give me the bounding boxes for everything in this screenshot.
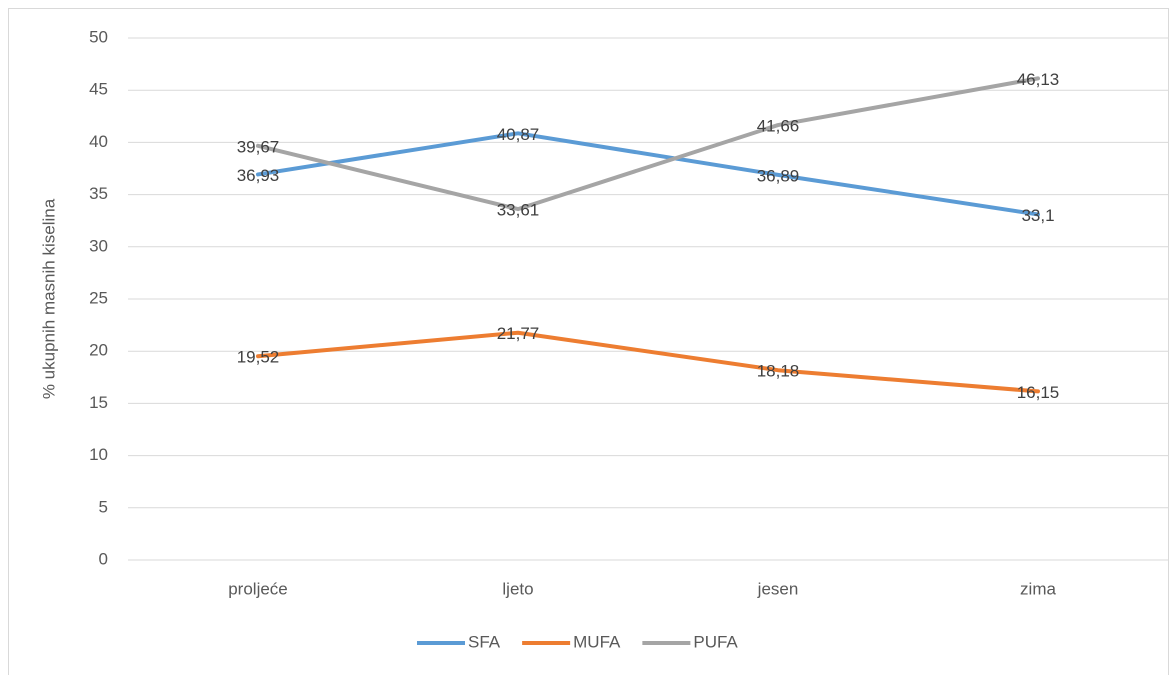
value-label: 33,61	[497, 201, 540, 220]
y-tick-label: 25	[89, 288, 108, 307]
y-tick-label: 15	[89, 393, 108, 412]
x-tick-label: proljeće	[228, 579, 288, 598]
value-label: 36,93	[237, 166, 280, 185]
legend-label: MUFA	[573, 632, 621, 651]
value-label: 39,67	[237, 137, 280, 156]
legend-label: PUFA	[693, 632, 738, 651]
value-label: 16,15	[1017, 383, 1060, 402]
y-tick-label: 40	[89, 132, 108, 151]
y-tick-label: 45	[89, 80, 108, 99]
series-line	[256, 131, 1040, 217]
value-label: 40,87	[497, 125, 540, 144]
y-tick-label: 50	[89, 27, 108, 46]
y-axis-label: % ukupnih masnih kiselina	[39, 198, 58, 399]
value-label: 21,77	[497, 324, 540, 343]
y-tick-label: 20	[89, 341, 108, 360]
series-line	[256, 76, 1040, 212]
value-label: 41,66	[757, 117, 800, 136]
y-tick-label: 35	[89, 184, 108, 203]
value-label: 46,13	[1017, 70, 1060, 89]
value-label: 18,18	[757, 362, 800, 381]
y-tick-label: 0	[99, 549, 108, 568]
series-line	[256, 330, 1040, 394]
x-tick-label: zima	[1020, 579, 1056, 598]
value-label: 19,52	[237, 348, 280, 367]
x-tick-label: jesen	[757, 579, 799, 598]
chart-border	[8, 8, 1169, 675]
y-tick-label: 10	[89, 445, 108, 464]
x-tick-label: ljeto	[502, 579, 533, 598]
value-label: 36,89	[757, 166, 800, 185]
y-tick-label: 30	[89, 236, 108, 255]
y-tick-label: 5	[99, 497, 108, 516]
legend-label: SFA	[468, 632, 501, 651]
value-label: 33,1	[1021, 206, 1054, 225]
